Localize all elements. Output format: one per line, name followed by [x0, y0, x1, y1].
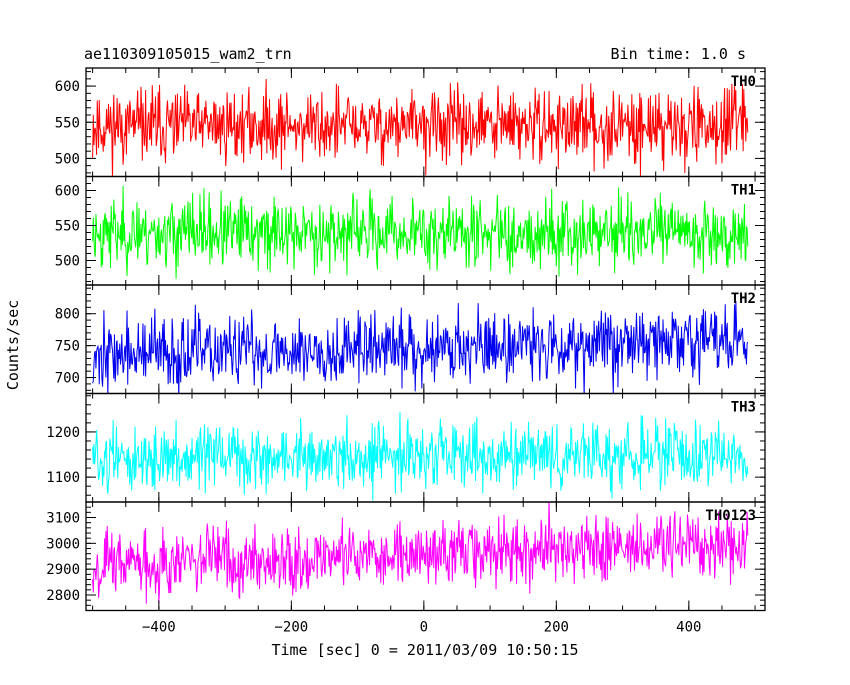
- y-tick-label: 1100: [46, 470, 80, 486]
- y-tick-label: 500: [55, 254, 80, 270]
- panel-th2: 700 750 800 TH2: [55, 284, 766, 395]
- x-tick-label: −200: [274, 620, 308, 636]
- y-tick-label: 1200: [46, 425, 80, 441]
- x-axis-label: Time [sec] 0 = 2011/03/09 10:50:15: [271, 641, 578, 659]
- panel-frame: [85, 175, 766, 286]
- x-tick-label: 400: [676, 620, 701, 636]
- series-line-th1: [92, 185, 749, 279]
- y-tick-label: 3000: [46, 536, 80, 552]
- y-tick-label: 550: [55, 219, 80, 235]
- y-axis-label: Counts/sec: [4, 300, 22, 390]
- panel-frame: [85, 501, 766, 612]
- panel-th0123: 2800 2900 3000 3100 TH0123 −400 −200 0 200 400: [46, 501, 766, 636]
- panel-label-th3: TH3: [731, 400, 756, 416]
- series-line-th2: [92, 300, 749, 394]
- y-tick-label: 750: [55, 339, 80, 355]
- y-tick-label: 600: [55, 79, 80, 95]
- series-line-th0: [92, 78, 749, 177]
- y-tick-label: 600: [55, 184, 80, 200]
- x-tick-label: −400: [142, 620, 176, 636]
- x-tick-label: 200: [544, 620, 569, 636]
- y-tick-label: 2800: [46, 588, 80, 604]
- panel-th3: 1100 1200 TH3: [46, 392, 766, 503]
- y-tick-label: 550: [55, 115, 80, 131]
- chart-title: ae110309105015_wam2_trn: [84, 45, 292, 63]
- y-tick-label: 700: [55, 371, 80, 387]
- bin-time-label: Bin time: 1.0 s: [611, 45, 746, 63]
- x-tick-label: 0: [420, 620, 428, 636]
- panel-th1: 500 550 600 TH1: [55, 175, 766, 286]
- panel-label-th0: TH0: [731, 74, 756, 90]
- panels-layer: 500 550 600 TH0 500 550 600 TH1 700 750 800 TH2 1100…: [46, 67, 766, 636]
- panel-label-th0123: TH0123: [705, 508, 756, 524]
- y-tick-label: 3100: [46, 511, 80, 527]
- y-tick-label: 800: [55, 307, 80, 323]
- y-tick-label: 500: [55, 151, 80, 167]
- panel-th0: 500 550 600 TH0: [55, 67, 766, 178]
- series-line-th0123: [92, 502, 749, 604]
- y-tick-label: 2900: [46, 562, 80, 578]
- series-line-th3: [92, 412, 749, 501]
- panel-label-th1: TH1: [731, 183, 756, 199]
- panel-label-th2: TH2: [731, 291, 756, 307]
